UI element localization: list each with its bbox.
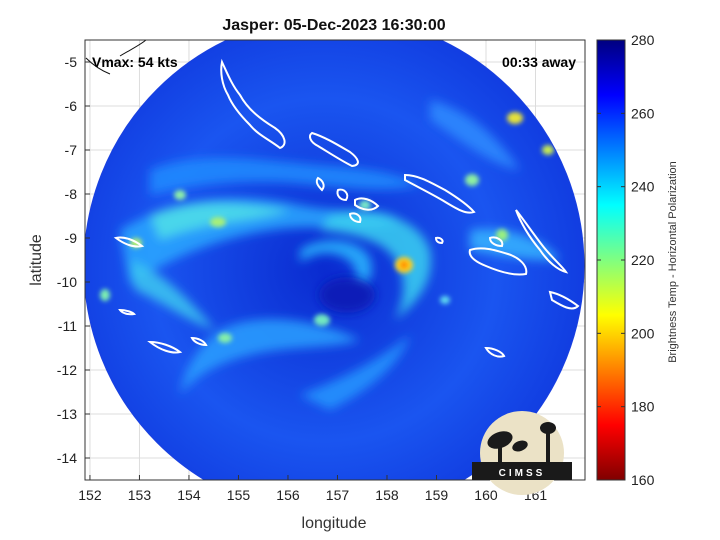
y-tick-label: -11 <box>58 318 77 334</box>
x-tick-label: 160 <box>474 487 498 503</box>
coastline-rossel <box>190 336 208 347</box>
y-tick-label: -5 <box>65 54 78 70</box>
coastline-malaita <box>515 209 569 274</box>
colorbar <box>596 39 626 481</box>
colorbar-tick-label: 180 <box>631 399 655 415</box>
coastline-santa-isabel <box>404 173 476 214</box>
coastline-florida-island <box>488 236 504 248</box>
logo-tower <box>546 432 550 462</box>
y-tick-label: -13 <box>57 406 77 422</box>
convective-cell <box>218 333 232 343</box>
logo-dish-stand <box>498 444 502 462</box>
plot-border <box>84 39 586 481</box>
convective-cell <box>400 261 408 269</box>
x-tick-label: 155 <box>227 487 251 503</box>
rainband-northeast <box>430 100 520 170</box>
y-tick-label: -7 <box>65 142 78 158</box>
coastlines <box>113 58 580 358</box>
x-tick-label: 152 <box>78 487 102 503</box>
rainband-southeast <box>300 335 410 410</box>
vmax-annotation: Vmax: 54 kts <box>92 54 178 70</box>
coastline-makira <box>548 290 580 310</box>
coastline-guadalcanal <box>468 247 528 276</box>
x-tick-label: 157 <box>326 487 350 503</box>
x-tick-label: 158 <box>375 487 399 503</box>
y-tick-label: -14 <box>57 450 77 466</box>
rainband-southwest <box>130 260 215 330</box>
logo-dish <box>487 431 513 449</box>
coastline-choiseul <box>309 131 359 168</box>
coastline-png-east <box>113 236 145 248</box>
x-tick-label: 154 <box>177 487 201 503</box>
colorbar-tick-label: 160 <box>631 472 655 488</box>
colorbar-tick-label: 260 <box>631 105 655 121</box>
colorbar-tick-label: 240 <box>631 179 655 195</box>
coastline-islet <box>434 236 444 245</box>
coastline-new-ireland <box>85 39 147 75</box>
rainband-east <box>320 211 431 320</box>
storm-eye-region <box>319 277 375 313</box>
y-tick-label: -12 <box>57 362 77 378</box>
colorbar-tick-label: 220 <box>631 252 655 268</box>
colorbar-tick-label: 200 <box>631 325 655 341</box>
logo-dish-small <box>512 440 528 452</box>
convective-cell <box>174 190 186 200</box>
coastline-new-georgia <box>315 176 380 224</box>
y-axis-ticks: -5 -6 -7 -8 -9 -10 -11 -12 -13 -14 <box>57 54 90 466</box>
convective-cell <box>507 112 523 124</box>
convective-cell <box>542 145 554 155</box>
coastline-woodlark <box>118 308 137 316</box>
x-tick-label: 159 <box>425 487 449 503</box>
colorbar-ticks: 280 260 240 220 200 180 160 <box>597 32 655 488</box>
logo-text: CIMSS <box>499 468 546 479</box>
coastline-louisiade <box>147 340 183 354</box>
y-tick-label: -6 <box>65 98 78 114</box>
y-tick-label: -8 <box>65 186 78 202</box>
y-tick-label: -9 <box>65 230 78 246</box>
x-axis-label: longitude <box>302 515 367 532</box>
rainband-north <box>150 158 420 195</box>
logo-tower-tank <box>540 422 556 434</box>
colorbar-tick-label: 280 <box>631 32 655 48</box>
convective-cell <box>100 289 110 301</box>
x-tick-label: 156 <box>276 487 300 503</box>
time-away-annotation: 00:33 away <box>502 54 576 70</box>
convective-cell <box>210 217 226 227</box>
cimss-logo: CIMSS <box>472 411 572 495</box>
colorbar-label: Brightness Temp - Horizontal Polarizatio… <box>667 161 679 363</box>
swath-edge <box>85 40 585 480</box>
y-tick-label: -10 <box>57 274 77 290</box>
coastline-rennell <box>484 346 506 358</box>
convective-cell <box>465 174 479 186</box>
x-tick-label: 153 <box>128 487 152 503</box>
convective-cell <box>359 200 371 210</box>
y-axis-label: latitude <box>28 234 45 286</box>
x-axis-ticks: 152 153 154 155 156 157 158 159 160 161 <box>78 475 547 503</box>
microwave-swath <box>85 40 585 480</box>
convective-cell <box>314 314 330 326</box>
logo-building <box>472 462 572 480</box>
coastline-bougainville <box>220 58 286 150</box>
chart-title: Jasper: 05-Dec-2023 16:30:00 <box>222 17 445 34</box>
convective-cell <box>440 296 450 304</box>
